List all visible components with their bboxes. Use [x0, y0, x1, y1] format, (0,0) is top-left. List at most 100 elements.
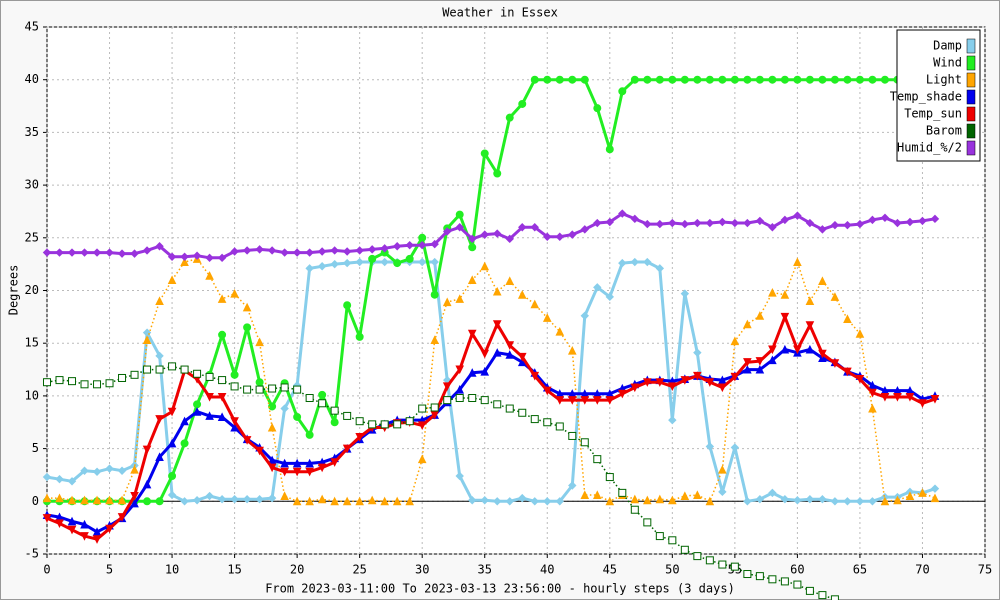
point: [342, 247, 352, 256]
point: [105, 495, 114, 505]
point: [580, 490, 590, 499]
point: [255, 446, 264, 456]
point: [280, 491, 289, 501]
x-tick-label: 5: [106, 563, 113, 577]
point: [630, 75, 639, 84]
point: [668, 536, 677, 545]
point: [205, 372, 214, 381]
point: [830, 497, 840, 506]
point: [267, 246, 277, 255]
point: [155, 452, 164, 462]
point: [292, 458, 302, 468]
point: [830, 595, 839, 600]
point: [605, 292, 615, 302]
point: [355, 332, 364, 341]
point: [317, 463, 327, 473]
point: [680, 289, 690, 298]
point: [305, 264, 314, 273]
point: [117, 495, 127, 505]
y-tick-label: 10: [25, 388, 39, 402]
point: [830, 220, 840, 230]
point: [230, 494, 239, 504]
point: [155, 415, 164, 424]
point: [105, 379, 114, 388]
point: [242, 494, 252, 504]
point: [292, 248, 302, 257]
y-tick-label: 20: [25, 283, 39, 297]
point: [630, 257, 640, 267]
point: [168, 472, 177, 481]
point: [230, 422, 239, 432]
point: [342, 444, 352, 454]
point: [480, 149, 489, 158]
point: [117, 466, 127, 475]
point: [42, 472, 52, 482]
point: [730, 372, 740, 382]
point: [330, 458, 339, 467]
point: [718, 383, 727, 393]
point: [893, 495, 902, 505]
point: [92, 495, 102, 505]
point: [855, 497, 865, 506]
point: [230, 289, 239, 298]
point: [543, 232, 552, 241]
point: [417, 257, 427, 267]
point: [743, 358, 752, 367]
point: [555, 75, 564, 84]
chart-title: Weather in Essex: [442, 6, 558, 20]
point: [655, 494, 665, 504]
x-tick-label: 10: [165, 563, 179, 577]
point: [605, 496, 615, 506]
point: [467, 368, 477, 377]
point: [155, 242, 164, 251]
point: [855, 329, 865, 338]
point: [530, 371, 540, 381]
point: [318, 399, 327, 408]
point: [518, 99, 527, 108]
point: [480, 396, 489, 405]
point: [680, 545, 689, 554]
point: [755, 364, 765, 374]
point: [155, 365, 164, 374]
point: [405, 417, 414, 426]
point: [455, 394, 464, 403]
point: [918, 488, 927, 497]
point: [455, 210, 464, 219]
point: [167, 275, 177, 284]
point: [55, 248, 64, 257]
legend-label: Damp: [933, 39, 962, 53]
point: [467, 275, 477, 284]
point: [768, 75, 777, 84]
point: [180, 439, 189, 448]
point: [593, 218, 602, 228]
point: [155, 497, 164, 506]
point: [242, 436, 252, 445]
point: [330, 259, 339, 269]
point: [868, 388, 877, 398]
point: [918, 216, 927, 226]
point: [42, 248, 52, 257]
point: [668, 218, 677, 228]
point: [768, 355, 777, 365]
legend: Damp Wind Light Temp_shade Temp_sun Barom Humi…: [890, 29, 981, 162]
point: [142, 479, 152, 489]
point: [355, 257, 364, 267]
point: [205, 271, 214, 280]
point: [755, 572, 764, 581]
point: [705, 442, 715, 451]
point: [705, 496, 715, 506]
point: [305, 458, 314, 468]
point: [505, 113, 514, 122]
point: [155, 296, 164, 306]
point: [780, 344, 790, 354]
point: [255, 385, 264, 394]
x-tick-label: 70: [915, 563, 929, 577]
series: [42, 257, 940, 506]
point: [155, 351, 164, 361]
point: [55, 519, 64, 529]
point: [505, 350, 515, 359]
point: [342, 258, 352, 268]
point: [255, 337, 264, 347]
point: [643, 378, 652, 387]
point: [405, 240, 414, 250]
